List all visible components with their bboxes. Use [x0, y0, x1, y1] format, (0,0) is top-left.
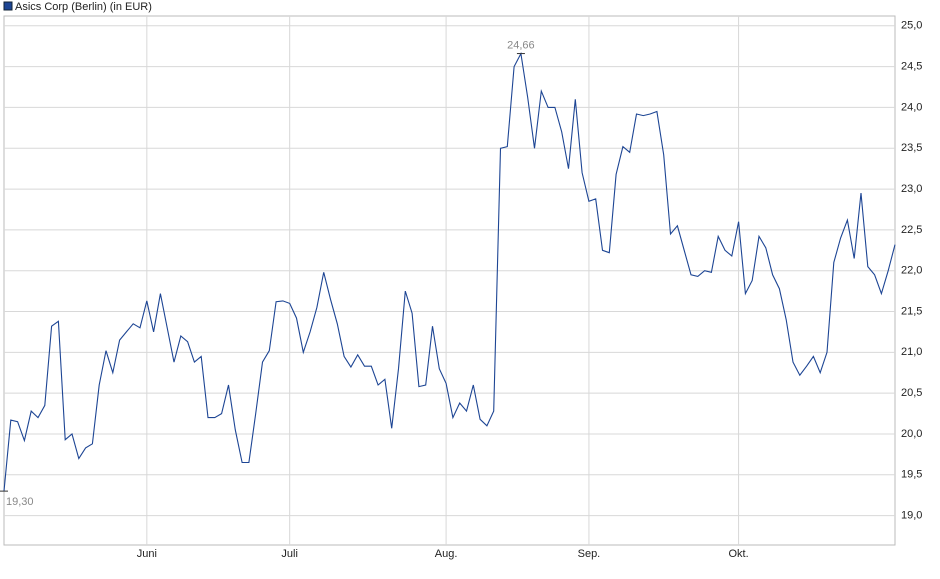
legend-label: Asics Corp (Berlin) (in EUR) — [15, 1, 152, 13]
x-tick-label: Aug. — [435, 548, 458, 560]
value-label: 19,30 — [6, 496, 34, 508]
y-tick-label: 22,0 — [901, 265, 922, 277]
x-tick-label: Juli — [281, 548, 298, 560]
value-label: 24,66 — [507, 39, 535, 51]
y-tick-label: 21,5 — [901, 305, 922, 317]
y-tick-label: 23,5 — [901, 142, 922, 154]
y-tick-label: 23,0 — [901, 183, 922, 195]
y-tick-label: 20,5 — [901, 387, 922, 399]
series-line — [3, 51, 896, 492]
x-tick-label: Okt. — [728, 548, 748, 560]
y-tick-label: 25,0 — [901, 20, 922, 32]
legend-swatch — [3, 1, 13, 11]
y-tick-label: 19,0 — [901, 510, 922, 522]
y-tick-label: 22,5 — [901, 224, 922, 236]
x-tick-label: Juni — [137, 548, 157, 560]
y-tick-label: 24,5 — [901, 61, 922, 73]
y-tick-label: 19,5 — [901, 469, 922, 481]
x-tick-label: Sep. — [578, 548, 601, 560]
y-tick-label: 24,0 — [901, 101, 922, 113]
plot-area — [3, 15, 896, 546]
y-tick-label: 21,0 — [901, 346, 922, 358]
y-tick-label: 20,0 — [901, 428, 922, 440]
